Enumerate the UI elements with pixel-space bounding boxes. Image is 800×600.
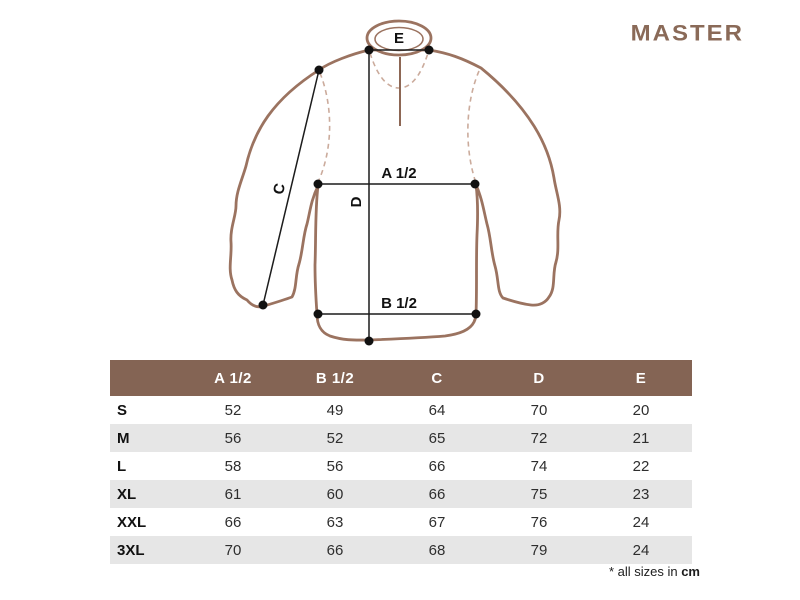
measure-label-d: D: [348, 196, 365, 207]
cell: 23: [632, 485, 650, 503]
measure-label-b: B 1/2: [381, 295, 417, 312]
cell: 52: [224, 401, 242, 419]
cell: 67: [428, 513, 446, 531]
table-row: 3XL 70 66 68 79 24: [110, 536, 692, 564]
table-row: L 58 56 66 74 22: [110, 452, 692, 480]
cell: 66: [428, 457, 446, 475]
units-footnote-unit: cm: [681, 564, 700, 579]
cell: 70: [224, 541, 242, 559]
measure-label-a: A 1/2: [381, 165, 416, 182]
cell: 24: [632, 513, 650, 531]
units-footnote: * all sizes in cm: [609, 564, 700, 579]
size-label: L: [117, 457, 127, 475]
cell: 72: [530, 429, 548, 447]
cell: 74: [530, 457, 548, 475]
size-label: 3XL: [117, 541, 145, 559]
cell: 75: [530, 485, 548, 503]
size-label: XXL: [117, 513, 147, 531]
left-armhole-seam: [318, 72, 331, 181]
cell: 56: [326, 457, 344, 475]
cell: 60: [326, 485, 344, 503]
cell: 56: [224, 429, 242, 447]
cell: 20: [632, 401, 650, 419]
table-row: S 52 49 64 70 20: [110, 396, 692, 424]
cell: 64: [428, 401, 446, 419]
size-table-header: A 1/2 B 1/2 C D E: [110, 360, 692, 396]
measure-label-e: E: [394, 30, 404, 47]
cell: 65: [428, 429, 446, 447]
cell: 22: [632, 457, 650, 475]
measure-line-c: [262, 69, 320, 306]
cell: 58: [224, 457, 242, 475]
header-b: B 1/2: [284, 360, 386, 396]
size-table: A 1/2 B 1/2 C D E S 52 49 64 70 20 M 56 …: [110, 360, 692, 564]
cell: 68: [428, 541, 446, 559]
collar: [365, 19, 433, 57]
garment-measurement-diagram: E A 1/2 B 1/2 D C: [228, 19, 562, 346]
right-armhole-seam: [467, 70, 480, 181]
measurement-dots: [258, 45, 481, 346]
cell: 66: [326, 541, 344, 559]
cell: 66: [428, 485, 446, 503]
brand-logo: MASTER: [630, 20, 744, 47]
cell: 24: [632, 541, 650, 559]
header-c: C: [386, 360, 488, 396]
cell: 21: [632, 429, 650, 447]
cell: 61: [224, 485, 242, 503]
size-label: M: [117, 429, 130, 447]
measure-label-c: C: [270, 182, 289, 197]
table-row: XL 61 60 66 75 23: [110, 480, 692, 508]
header-d: D: [488, 360, 590, 396]
units-footnote-text: * all sizes in: [608, 564, 682, 579]
size-label: XL: [117, 485, 137, 503]
header-a: A 1/2: [182, 360, 284, 396]
cell: 63: [326, 513, 344, 531]
measurement-lines: [262, 49, 476, 341]
table-row: XXL 66 63 67 76 24: [110, 508, 692, 536]
cell: 66: [224, 513, 242, 531]
table-row: M 56 52 65 72 21: [110, 424, 692, 452]
cell: 49: [326, 401, 344, 419]
size-label: S: [117, 401, 128, 419]
cell: 52: [326, 429, 344, 447]
cell: 76: [530, 513, 548, 531]
cell: 70: [530, 401, 548, 419]
cell: 79: [530, 541, 548, 559]
header-size-blank: [110, 360, 182, 396]
header-e: E: [590, 360, 692, 396]
